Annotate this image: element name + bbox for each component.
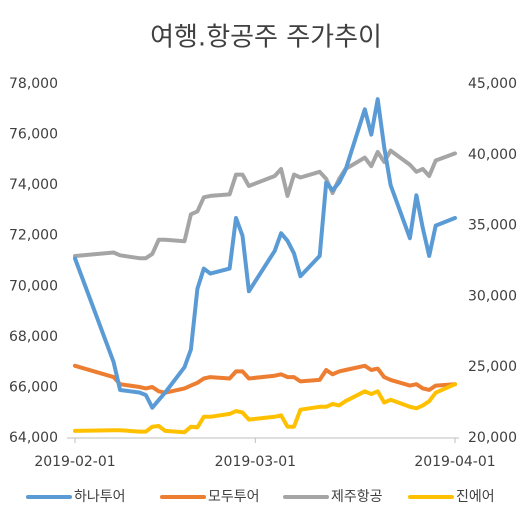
y2-tick-label: 30,000 [468,288,517,304]
y-tick-label: 68,000 [9,329,58,345]
y2-tick-label: 20,000 [468,430,517,446]
y-tick-label: 66,000 [9,379,58,395]
y-tick-label: 70,000 [9,278,58,294]
legend-label: 하나투어 [74,489,126,505]
y2-tick-label: 40,000 [468,147,517,163]
y2-tick-label: 25,000 [468,359,517,375]
y2-tick-label: 35,000 [468,218,517,234]
chart-title: 여행.항공주 주가추이 [150,23,382,53]
legend-label: 모두투어 [208,489,260,505]
series-line [73,382,457,435]
series-line [73,363,457,395]
y-tick-label: 76,000 [9,127,58,143]
x-tick-label: 2019-03-01 [215,454,296,470]
legend-label: 진에어 [456,489,495,505]
y-tick-label: 74,000 [9,177,58,193]
legend-label: 제주항공 [331,489,383,505]
x-tick-label: 2019-02-01 [34,454,115,470]
y-tick-label: 72,000 [9,228,58,244]
y-tick-label: 78,000 [9,76,58,92]
x-tick-label: 2019-04-01 [414,454,495,470]
y2-tick-label: 45,000 [468,76,517,92]
series-line [73,148,457,261]
y-tick-label: 64,000 [9,430,58,446]
series-line [73,97,457,410]
